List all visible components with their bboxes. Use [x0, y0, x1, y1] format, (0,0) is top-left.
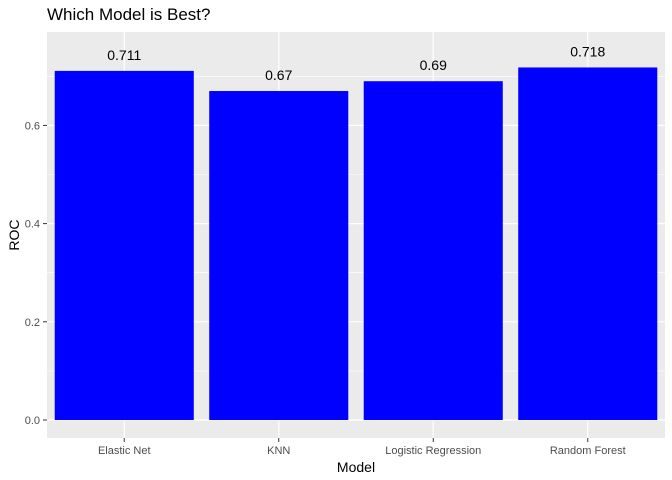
x-tick-label: KNN: [267, 445, 290, 457]
data-labels: 0.711 0.67 0.69 0.718: [107, 43, 605, 83]
bar: [518, 67, 658, 420]
y-tick-label: 0.6: [25, 120, 40, 132]
x-axis: Elastic Net KNN Logistic Regression Random …: [98, 438, 626, 457]
chart-title: Which Model is Best?: [47, 5, 210, 24]
bar-value-label: 0.718: [570, 43, 605, 59]
bar-value-label: 0.69: [420, 57, 447, 73]
y-tick-label: 0.2: [25, 317, 40, 329]
x-tick-label: Logistic Regression: [385, 445, 481, 457]
bar: [54, 70, 194, 421]
x-tick-label: Random Forest: [550, 445, 626, 457]
x-tick-label: Elastic Net: [98, 445, 151, 457]
bar-value-label: 0.67: [265, 67, 292, 83]
bar-value-label: 0.711: [107, 47, 141, 63]
bars: [54, 67, 658, 421]
bar: [209, 91, 349, 420]
bar: [363, 81, 503, 421]
x-axis-title: Model: [337, 459, 375, 475]
y-axis-title: ROC: [6, 219, 22, 250]
y-tick-label: 0.0: [25, 415, 40, 427]
y-axis: 0.0 0.2 0.4 0.6: [25, 120, 47, 427]
y-tick-label: 0.4: [25, 219, 40, 231]
